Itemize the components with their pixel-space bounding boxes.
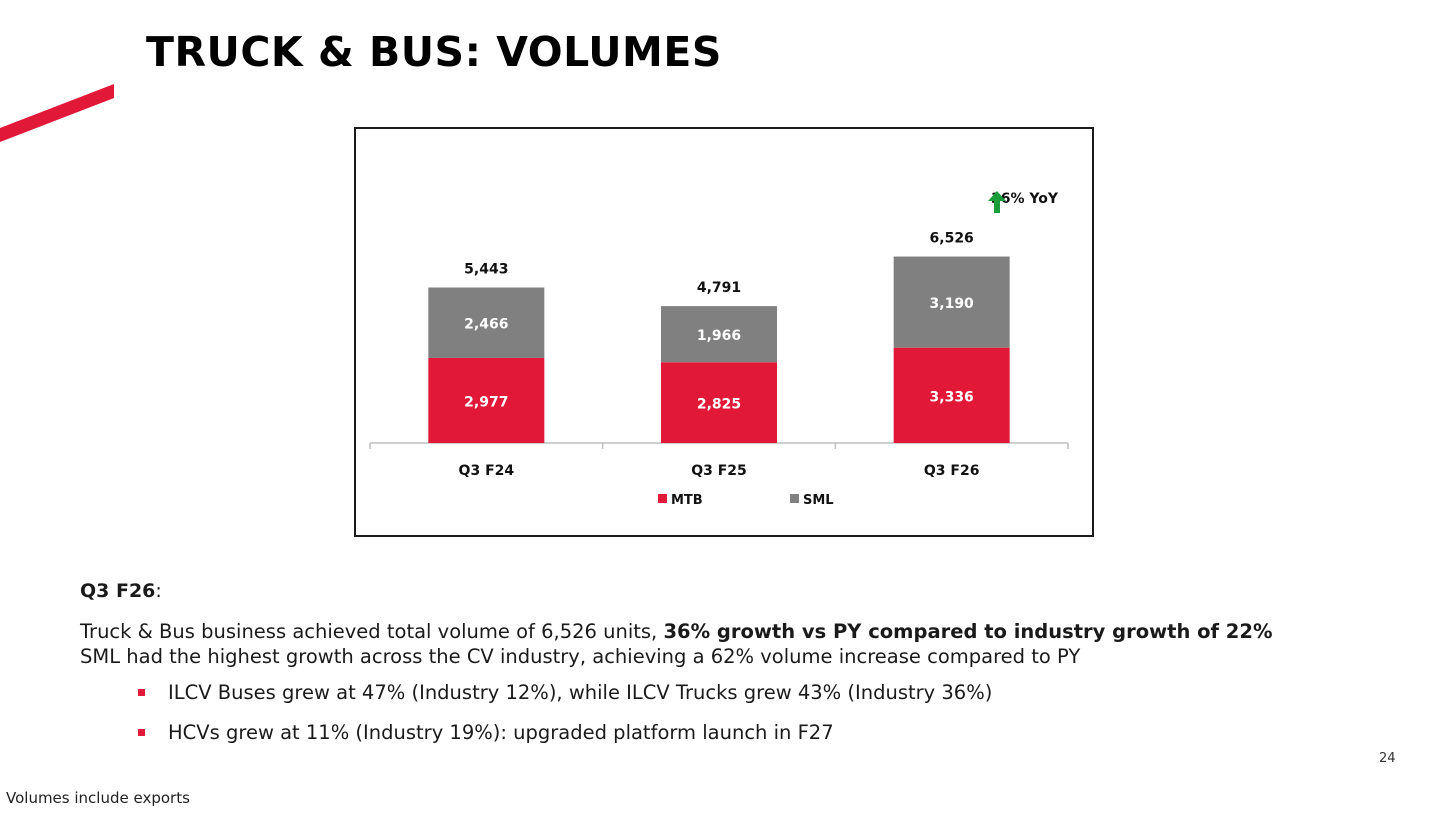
category-label: Q3 F25: [691, 463, 747, 479]
data-label-sml: 1,966: [697, 328, 741, 344]
footnote: Volumes include exports: [6, 789, 190, 807]
red-accent-stripe: [0, 84, 114, 142]
bullet-item-2: HCVs grew at 11% (Industry 19%): upgrade…: [168, 721, 834, 744]
commentary-line-1-text: Truck & Bus business achieved total volu…: [80, 620, 664, 643]
data-label-sml: 2,466: [464, 317, 508, 333]
commentary-line-1: Truck & Bus business achieved total volu…: [80, 620, 1272, 644]
total-label: 5,443: [464, 261, 508, 277]
total-label: 6,526: [930, 231, 974, 247]
bar-mtb: [428, 357, 545, 443]
yoy-label: 36% YoY: [991, 191, 1058, 207]
commentary-line-1-bold: 36% growth vs PY compared to industry gr…: [663, 620, 1273, 643]
legend-label-sml: SML: [803, 493, 834, 508]
bar-sml: [428, 287, 545, 358]
bar-sml: [661, 306, 777, 363]
yoy-growth-callout: 36% YoY: [988, 191, 1058, 213]
bullet-marker: [138, 729, 145, 736]
volume-chart: 2,977 2,466 5,443 Q3 F24 2,825 1,966 4,791 Q3 F…: [354, 127, 1094, 537]
bar-mtb: [893, 347, 1010, 443]
bullet-item-1: ILCV Buses grew at 47% (Industry 12%), w…: [168, 681, 993, 704]
slide-title: TRUCK & BUS: VOLUMES: [146, 28, 722, 76]
category-label: Q3 F26: [924, 463, 980, 479]
data-label-sml: 3,190: [930, 296, 975, 312]
bar-mtb: [661, 362, 777, 443]
data-label-mtb: 2,977: [464, 394, 508, 410]
chart-canvas: 2,977 2,466 5,443 Q3 F24 2,825 1,966 4,791 Q3 F…: [369, 231, 1069, 508]
data-label-mtb: 3,336: [930, 389, 974, 405]
data-label-mtb: 2,825: [697, 397, 741, 413]
bullet-marker: [138, 689, 145, 696]
legend-swatch-mtb: [658, 494, 667, 503]
bar-sml: [893, 256, 1010, 348]
commentary-heading-suffix: :: [155, 580, 162, 602]
commentary-line-2: SML had the highest growth across the CV…: [80, 645, 1081, 668]
category-label: Q3 F24: [459, 463, 515, 479]
total-label: 4,791: [697, 280, 741, 296]
legend-swatch-sml: [790, 494, 799, 503]
page-number: 24: [1379, 751, 1396, 766]
arrow-up-icon: [988, 191, 1006, 213]
legend-label-mtb: MTB: [671, 493, 703, 508]
commentary-heading-text: Q3 F26: [80, 580, 156, 602]
commentary-heading: Q3 F26:: [80, 580, 162, 602]
